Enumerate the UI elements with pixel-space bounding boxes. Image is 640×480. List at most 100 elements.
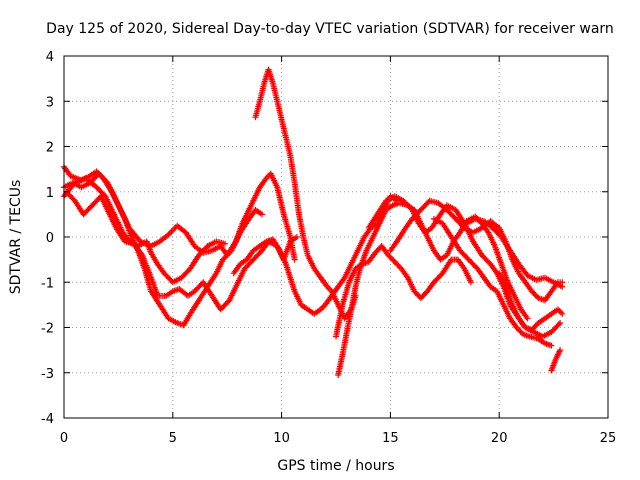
data-point-run (277, 249, 289, 266)
data-point-run (188, 253, 201, 271)
data-point-run (318, 276, 330, 289)
data-point-run (242, 257, 256, 271)
data-point (391, 258, 398, 265)
data-point-run (336, 276, 347, 289)
data-point-run (155, 262, 167, 275)
data-point-run (346, 267, 358, 284)
chart-title: Day 125 of 2020, Sidereal Day-to-day VTE… (46, 21, 614, 37)
data-point-run (274, 185, 287, 216)
data-point-run (349, 249, 360, 266)
data-point-run (526, 273, 538, 283)
data-point-run (556, 307, 564, 316)
data-point-run (281, 213, 293, 239)
y-tick-label: 4 (46, 50, 54, 65)
data-point (467, 279, 474, 286)
data-point (259, 211, 266, 218)
data-point-run (229, 231, 243, 252)
data-point-run (94, 185, 108, 198)
data-point-run (105, 181, 119, 203)
data-point-run (80, 180, 92, 190)
data-point-run (553, 348, 563, 361)
data-point-run (340, 280, 352, 307)
data-point-run (157, 303, 171, 320)
data-point (548, 342, 555, 349)
data-point-run (471, 240, 484, 257)
data-point (528, 326, 535, 333)
data-point-run (521, 331, 532, 339)
data-point-run (206, 239, 218, 249)
y-tick-label: 1 (46, 186, 54, 201)
data-point (524, 315, 531, 322)
data-point (411, 288, 418, 295)
data-point-run (164, 289, 175, 298)
data-point-run (543, 275, 555, 285)
data-point-run (516, 271, 528, 284)
data-point-run (494, 289, 506, 307)
data-point-run (312, 307, 323, 316)
data-point-run (445, 208, 458, 221)
data-point-run (486, 231, 498, 248)
x-axis-label: GPS time / hours (277, 458, 394, 474)
data-point-run (120, 230, 132, 244)
data-point-run (177, 287, 190, 298)
data-point-run (393, 260, 403, 271)
data-point-run (432, 271, 445, 284)
data-point-run (432, 216, 444, 226)
data-point-run (103, 194, 117, 216)
data-point-run (364, 235, 376, 252)
data-point-run (542, 289, 554, 302)
data-point-run (292, 289, 304, 307)
y-tick-label: -3 (41, 367, 54, 382)
data-point (513, 324, 520, 331)
data-point-run (98, 194, 110, 212)
data-point-run (440, 221, 454, 239)
data-point-run (514, 325, 525, 336)
data-point-run (550, 307, 560, 316)
data-point-run (235, 267, 247, 284)
data-point (559, 283, 566, 290)
data-point-run (423, 226, 434, 235)
data-point-run (197, 244, 210, 257)
data-point-run (171, 224, 179, 232)
data-point-run (287, 154, 298, 184)
data-point-run (543, 312, 553, 321)
data-point-run (254, 207, 264, 217)
data-point-run (512, 294, 524, 311)
data-point-run (210, 243, 222, 253)
data-point (372, 249, 379, 256)
data-point-run (270, 81, 280, 103)
data-point-run (218, 298, 232, 312)
data-point-run (453, 217, 467, 230)
data-point-run (257, 176, 269, 189)
data-point-run (149, 239, 162, 249)
y-tick-label: 0 (46, 231, 54, 246)
data-point-run (291, 181, 302, 216)
data-point-run (445, 203, 457, 212)
data-point-run (497, 271, 508, 289)
data-point-run (258, 239, 268, 248)
data-point-run (488, 262, 499, 275)
data-point-run (142, 267, 154, 293)
data-point-run (306, 307, 316, 316)
data-point-run (508, 249, 521, 266)
data-point-run (530, 289, 541, 300)
data-point-run (268, 172, 280, 189)
data-point-run (231, 262, 243, 275)
data-point-run (240, 203, 254, 225)
x-tick-label: 5 (169, 431, 177, 446)
data-point (528, 288, 535, 295)
data-point-run (394, 226, 408, 244)
x-tick-label: 25 (600, 431, 617, 446)
data-point-run (300, 235, 311, 257)
data-point-run (425, 235, 437, 252)
y-tick-label: -4 (41, 412, 54, 427)
axis-ticks: 0 5 10 15 20 25 -4 -3 -2 -1 0 1 2 3 4 (41, 50, 616, 446)
data-point-run (323, 294, 334, 307)
data-point-run (333, 303, 346, 338)
data-point-run (114, 226, 127, 244)
data-point-run (183, 230, 197, 248)
x-tick-label: 15 (382, 431, 399, 446)
data-point-run (488, 219, 501, 230)
data-point-run (436, 201, 449, 212)
data-point-run (386, 253, 397, 264)
